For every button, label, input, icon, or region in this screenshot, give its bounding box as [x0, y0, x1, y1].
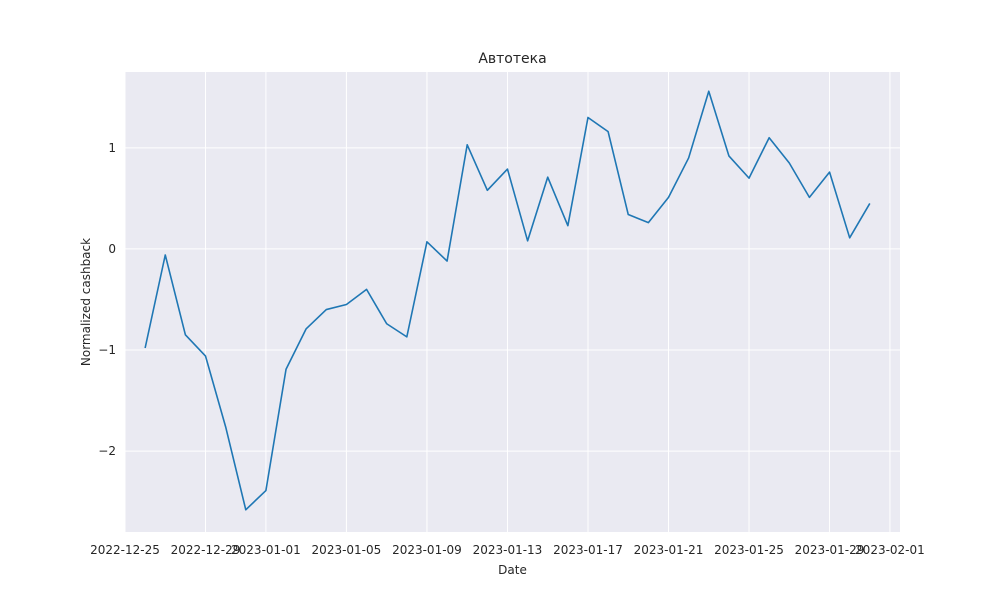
x-tick-label: 2022-12-25 [90, 543, 160, 557]
x-tick-label: 2023-01-05 [312, 543, 382, 557]
x-axis-label: Date [498, 563, 527, 577]
y-gridlines [125, 147, 900, 452]
y-tick-labels: −2 −1 0 1 [98, 141, 116, 458]
y-axis-label: Normalized cashback [79, 238, 93, 366]
x-tick-label: 2023-01-09 [392, 543, 462, 557]
x-tick-label: 2023-01-01 [231, 543, 301, 557]
y-tick-label: 1 [108, 141, 116, 155]
x-tick-label: 2023-01-21 [634, 543, 704, 557]
y-tick-label: 0 [108, 242, 116, 256]
x-gridlines [124, 72, 891, 532]
x-tick-label: 2023-01-25 [714, 543, 784, 557]
x-tick-label: 2022-12-29 [171, 543, 241, 557]
x-tick-label: 2023-01-29 [795, 543, 865, 557]
y-tick-label: −2 [98, 444, 116, 458]
x-tick-label: 2023-01-13 [473, 543, 543, 557]
y-tick-label: −1 [98, 343, 116, 357]
series-group [144, 90, 871, 511]
x-tick-label: 2023-01-17 [553, 543, 623, 557]
plot-area [125, 72, 900, 532]
series-line [144, 90, 871, 511]
x-tick-label: 2023-02-01 [855, 543, 925, 557]
chart-title: Автотека [478, 51, 546, 67]
